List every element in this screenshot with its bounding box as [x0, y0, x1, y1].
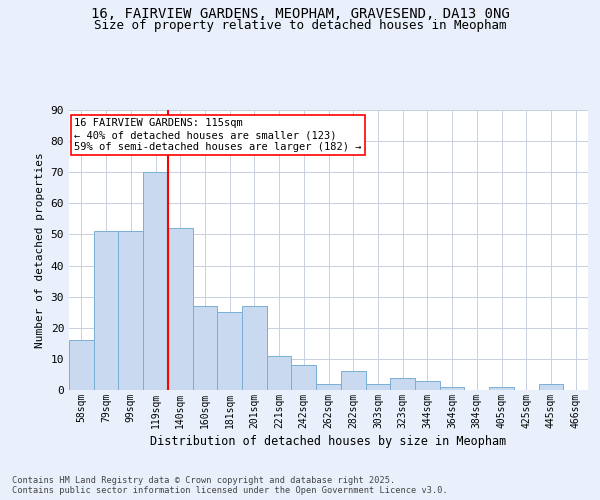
Text: Size of property relative to detached houses in Meopham: Size of property relative to detached ho… — [94, 18, 506, 32]
Bar — [292, 365, 316, 390]
Text: Contains HM Land Registry data © Crown copyright and database right 2025.
Contai: Contains HM Land Registry data © Crown c… — [12, 476, 448, 495]
Bar — [415, 380, 440, 390]
Bar — [365, 384, 390, 390]
Bar — [118, 232, 143, 390]
Bar — [267, 356, 292, 390]
Bar — [217, 312, 242, 390]
Bar — [168, 228, 193, 390]
Bar — [489, 387, 514, 390]
Bar — [316, 384, 341, 390]
Y-axis label: Number of detached properties: Number of detached properties — [35, 152, 45, 348]
Bar — [341, 372, 365, 390]
Bar — [242, 306, 267, 390]
Bar — [143, 172, 168, 390]
Text: 16, FAIRVIEW GARDENS, MEOPHAM, GRAVESEND, DA13 0NG: 16, FAIRVIEW GARDENS, MEOPHAM, GRAVESEND… — [91, 8, 509, 22]
Bar — [69, 340, 94, 390]
Text: 16 FAIRVIEW GARDENS: 115sqm
← 40% of detached houses are smaller (123)
59% of se: 16 FAIRVIEW GARDENS: 115sqm ← 40% of det… — [74, 118, 362, 152]
Bar — [440, 387, 464, 390]
X-axis label: Distribution of detached houses by size in Meopham: Distribution of detached houses by size … — [151, 435, 506, 448]
Bar — [94, 232, 118, 390]
Bar — [539, 384, 563, 390]
Bar — [193, 306, 217, 390]
Bar — [390, 378, 415, 390]
